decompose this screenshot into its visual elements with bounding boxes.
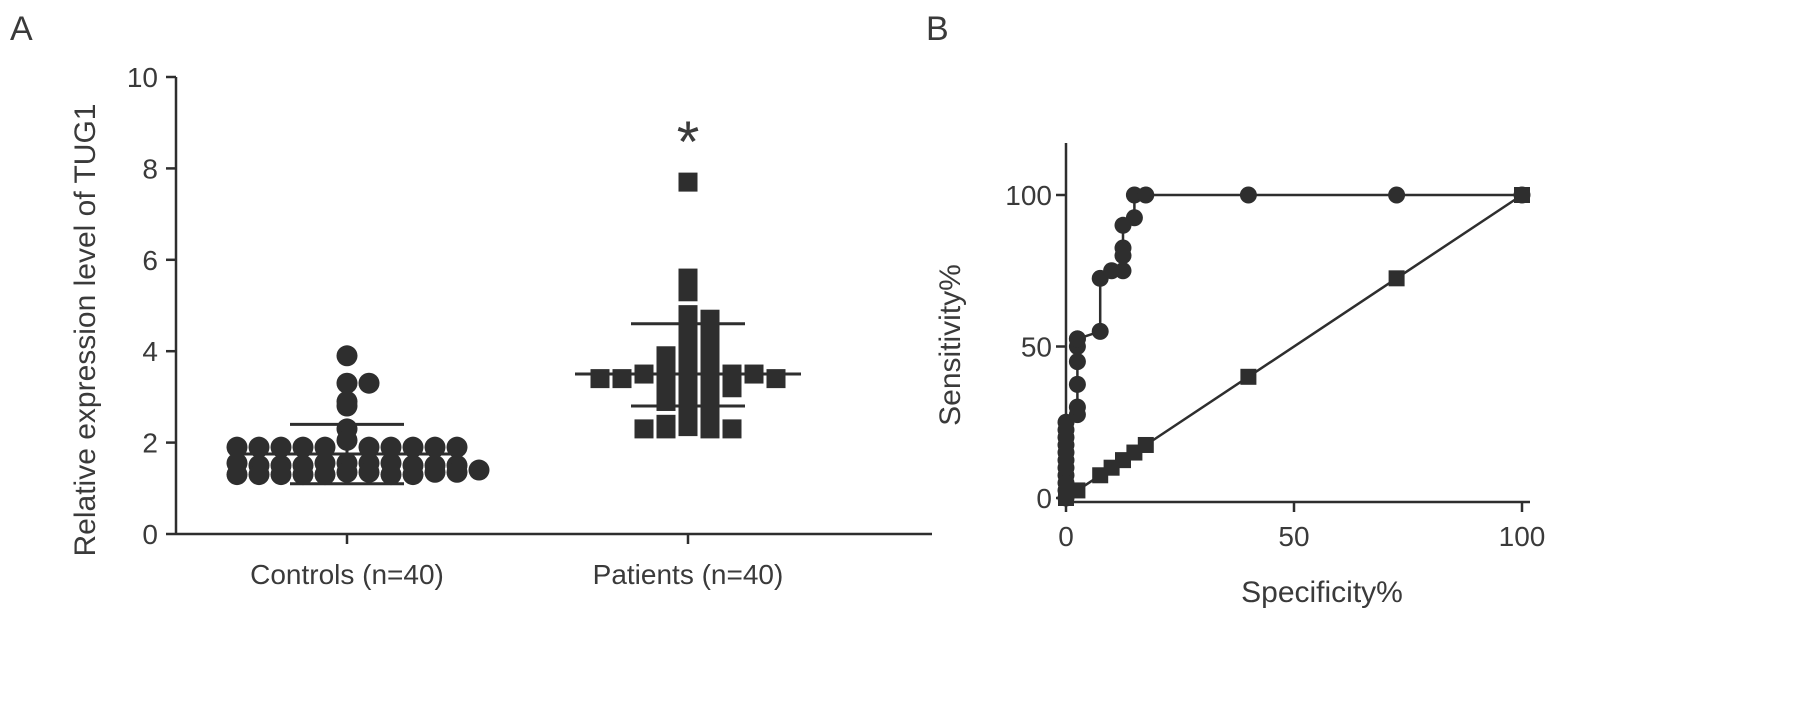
data-point — [358, 436, 380, 458]
panel-a-y-tick-label: 6 — [142, 245, 158, 276]
panel-b-y-tick-label: 50 — [1021, 332, 1052, 363]
data-point — [402, 464, 424, 486]
data-point — [678, 172, 698, 192]
panel-a-y-ticks: 0 2 4 6 8 10 — [127, 62, 176, 550]
data-point — [424, 436, 446, 458]
panel-a-y-tick-label: 8 — [142, 153, 158, 184]
panel-b-x-tick-label: 0 — [1058, 521, 1074, 552]
data-point — [722, 378, 742, 398]
data-point — [248, 464, 270, 486]
panel-a-y-tick-label: 2 — [142, 428, 158, 459]
data-point — [1068, 330, 1086, 348]
data-point — [1137, 436, 1154, 453]
data-point — [1068, 398, 1086, 416]
panel-b-points — [1057, 186, 1531, 507]
data-point — [1125, 209, 1143, 227]
data-point — [700, 419, 720, 439]
data-point — [678, 417, 698, 437]
data-point — [314, 436, 336, 458]
panel-a-y-tick-label: 0 — [142, 519, 158, 550]
data-point — [1069, 482, 1086, 499]
figure: A 0 2 4 6 8 10 Controls (n=40) Patients (n=40)… — [10, 10, 1546, 609]
data-point — [1388, 270, 1405, 287]
panel-a-category-label: Patients (n=40) — [593, 559, 784, 590]
data-point — [1240, 368, 1257, 385]
panel-a-axes — [174, 77, 932, 536]
panel-a-category-label: Controls (n=40) — [250, 559, 444, 590]
data-point — [1068, 353, 1086, 371]
data-point — [634, 419, 654, 439]
data-point — [314, 464, 336, 486]
data-point — [226, 436, 248, 458]
data-point — [402, 436, 424, 458]
panel-a-y-tick-label: 4 — [142, 336, 158, 367]
panel-b-label: B — [926, 10, 949, 48]
data-point — [656, 391, 676, 411]
panel-a-chart: A 0 2 4 6 8 10 Controls (n=40) Patients (n=40)… — [10, 10, 932, 590]
data-point — [446, 461, 468, 483]
data-point — [336, 390, 358, 412]
panel-a-x-ticks: Controls (n=40) Patients (n=40) — [250, 534, 783, 590]
data-point — [1239, 186, 1257, 204]
panel-b-x-tick-label: 100 — [1499, 521, 1546, 552]
data-point — [1388, 186, 1406, 204]
data-point — [292, 436, 314, 458]
panel-a-label: A — [10, 10, 33, 48]
data-point — [358, 372, 380, 394]
data-point — [656, 346, 676, 366]
data-point — [700, 382, 720, 402]
data-point — [380, 464, 402, 486]
panel-b-y-tick-label: 100 — [1005, 180, 1052, 211]
panel-a-error-bars — [234, 322, 801, 486]
data-point — [678, 282, 698, 302]
panel-b-x-tick-label: 50 — [1278, 521, 1309, 552]
data-point — [1114, 239, 1132, 257]
panel-b-y-tick-label: 0 — [1036, 483, 1052, 514]
data-point — [380, 436, 402, 458]
data-point — [1137, 186, 1155, 204]
data-point — [1114, 262, 1132, 280]
data-point — [1514, 187, 1530, 203]
panel-a-y-axis-label: Relative expression level of TUG1 — [69, 104, 102, 557]
data-point — [292, 464, 314, 486]
significance-asterisk: * — [677, 110, 700, 175]
panel-a-y-tick-label: 10 — [127, 62, 158, 93]
data-point — [358, 461, 380, 483]
data-point — [590, 369, 610, 389]
panel-b-chart: B 0 50 100 0 50 100 Sensitivity% Specificity… — [926, 10, 1545, 609]
data-point — [248, 436, 270, 458]
data-point — [722, 419, 742, 439]
data-point — [766, 369, 786, 389]
data-point — [424, 461, 446, 483]
data-point — [270, 436, 292, 458]
data-point — [336, 372, 358, 394]
panel-b-y-axis-label: Sensitivity% — [934, 264, 967, 426]
data-point — [468, 459, 490, 481]
panel-b-x-ticks: 0 50 100 — [1058, 502, 1545, 552]
panel-b-x-axis-label: Specificity% — [1241, 576, 1403, 609]
data-point — [446, 436, 468, 458]
data-point — [1068, 375, 1086, 393]
data-point — [656, 419, 676, 439]
data-point — [226, 464, 248, 486]
data-point — [1091, 322, 1109, 340]
panel-b-y-ticks: 0 50 100 — [1005, 180, 1066, 514]
data-point — [336, 345, 358, 367]
data-point — [270, 464, 292, 486]
data-point — [612, 369, 632, 389]
